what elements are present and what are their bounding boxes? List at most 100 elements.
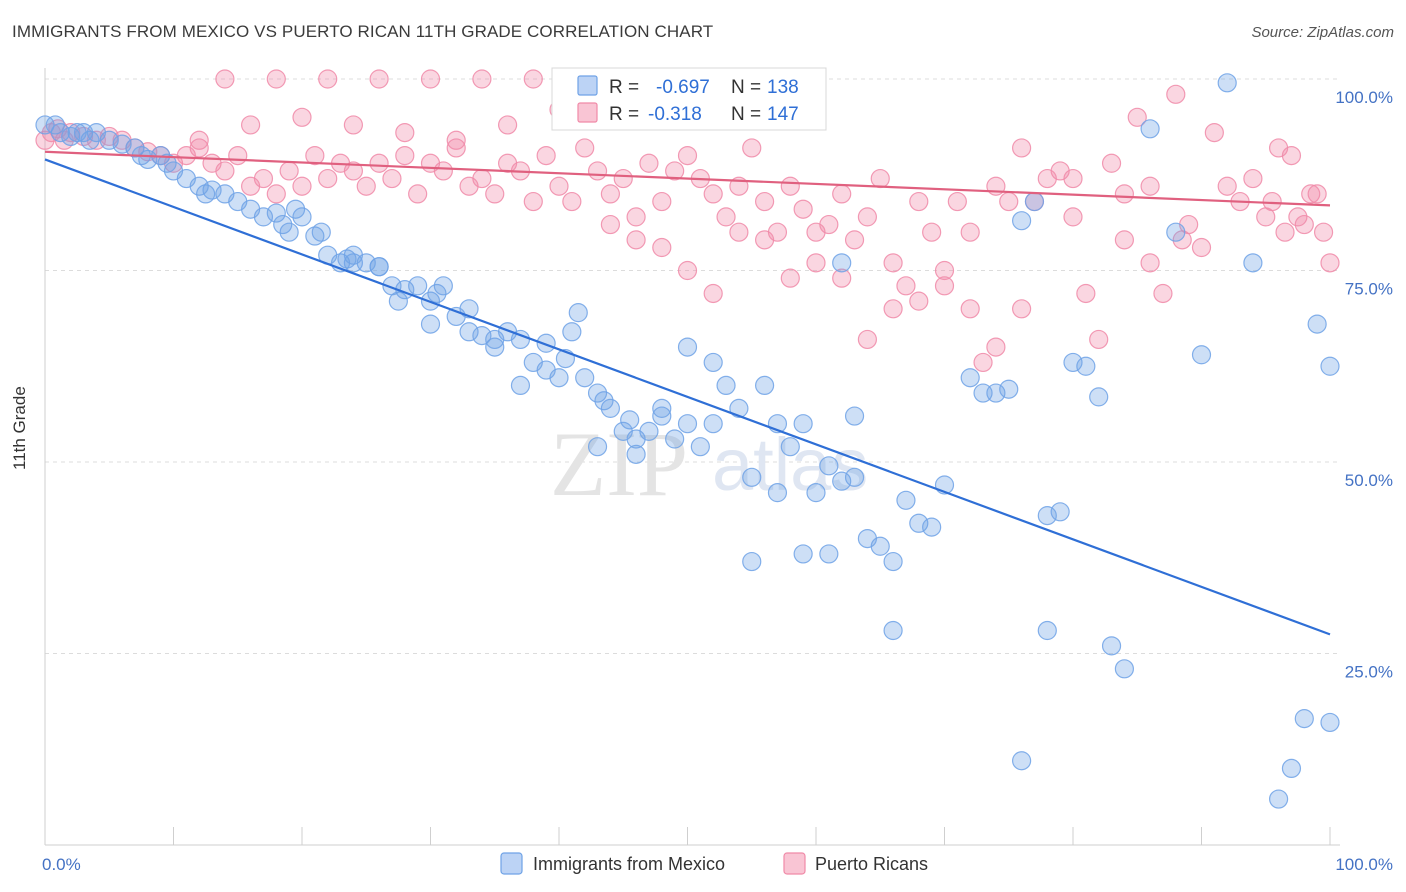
pr-point-52[interactable] xyxy=(677,146,698,166)
mexico-point-98[interactable] xyxy=(1101,636,1122,656)
pr-point-46[interactable] xyxy=(600,184,621,204)
pr-point-70[interactable] xyxy=(909,191,929,212)
mexico-point-46[interactable] xyxy=(472,326,492,346)
mexico-point-107[interactable] xyxy=(1294,709,1314,729)
mexico-point-8[interactable] xyxy=(99,130,119,150)
mexico-point-61[interactable] xyxy=(620,410,640,430)
pr-point-106[interactable] xyxy=(1313,222,1334,242)
pr-point-63[interactable] xyxy=(819,214,839,235)
mexico-point-17[interactable] xyxy=(189,176,209,196)
mexico-point-77[interactable] xyxy=(819,456,839,476)
mexico-point-69[interactable] xyxy=(716,375,736,395)
pr-point-134[interactable] xyxy=(318,69,338,89)
pr-point-115[interactable] xyxy=(934,260,955,281)
mexico-point-27[interactable] xyxy=(285,199,306,219)
mexico-point-51[interactable] xyxy=(536,333,556,353)
mexico-point-0[interactable] xyxy=(35,115,55,135)
mexico-point-111[interactable] xyxy=(652,406,672,426)
mexico-point-91[interactable] xyxy=(1011,211,1032,231)
pr-point-96[interactable] xyxy=(1243,168,1263,189)
pr-point-139[interactable] xyxy=(292,107,312,127)
mexico-point-59[interactable] xyxy=(600,398,621,418)
pr-point-83[interactable] xyxy=(1076,283,1096,304)
pr-point-128[interactable] xyxy=(600,214,621,235)
pr-point-132[interactable] xyxy=(420,69,441,89)
pr-point-20[interactable] xyxy=(266,184,286,204)
pr-point-37[interactable] xyxy=(485,184,505,204)
pr-point-28[interactable] xyxy=(369,153,389,173)
bottom-legend-swatch-mexico[interactable] xyxy=(500,852,523,875)
pr-point-125[interactable] xyxy=(677,260,698,281)
mexico-point-95[interactable] xyxy=(1063,352,1083,373)
mexico-point-6[interactable] xyxy=(80,130,100,150)
pr-point-122[interactable] xyxy=(754,230,775,250)
pr-point-55[interactable] xyxy=(716,207,736,227)
pr-point-120[interactable] xyxy=(806,253,826,273)
mexico-point-14[interactable] xyxy=(157,153,177,173)
pr-point-31[interactable] xyxy=(408,184,428,204)
bottom-legend-mexico[interactable]: Immigrants from Mexico xyxy=(533,854,725,874)
pr-point-99[interactable] xyxy=(1281,146,1302,166)
pr-point-118[interactable] xyxy=(857,329,878,350)
mexico-point-127[interactable] xyxy=(420,314,441,334)
pr-point-61[interactable] xyxy=(793,199,813,219)
mexico-point-122[interactable] xyxy=(1037,620,1057,641)
mexico-point-120[interactable] xyxy=(883,620,903,641)
mexico-point-74[interactable] xyxy=(780,437,800,457)
mexico-point-43[interactable] xyxy=(433,276,453,296)
pr-point-22[interactable] xyxy=(292,176,312,196)
pr-point-64[interactable] xyxy=(832,184,852,204)
mexico-point-94[interactable] xyxy=(1050,502,1070,522)
mexico-point-121[interactable] xyxy=(1011,751,1032,771)
mexico-point-76[interactable] xyxy=(806,483,826,503)
mexico-point-115[interactable] xyxy=(767,483,788,503)
pr-point-14[interactable] xyxy=(189,138,209,158)
pr-point-112[interactable] xyxy=(1011,299,1032,319)
pr-point-49[interactable] xyxy=(639,153,659,173)
mexico-point-2[interactable] xyxy=(50,123,71,143)
pr-point-42[interactable] xyxy=(549,176,569,196)
pr-point-103[interactable] xyxy=(1275,222,1295,242)
pr-point-33[interactable] xyxy=(433,161,453,181)
pr-point-94[interactable] xyxy=(1217,176,1237,196)
pr-point-105[interactable] xyxy=(1301,184,1321,204)
pr-point-93[interactable] xyxy=(1204,123,1224,143)
mexico-point-85[interactable] xyxy=(922,517,942,537)
mexico-point-93[interactable] xyxy=(1037,506,1057,526)
pr-point-86[interactable] xyxy=(1114,230,1135,250)
mexico-point-125[interactable] xyxy=(369,257,389,277)
mexico-point-54[interactable] xyxy=(562,322,582,342)
pr-point-136[interactable] xyxy=(215,69,235,89)
pr-point-75[interactable] xyxy=(973,352,993,373)
pr-point-137[interactable] xyxy=(189,130,209,150)
mexico-point-130[interactable] xyxy=(510,375,531,395)
pr-point-0[interactable] xyxy=(35,130,55,150)
pr-point-114[interactable] xyxy=(960,222,980,242)
pr-point-88[interactable] xyxy=(1140,176,1160,196)
pr-point-126[interactable] xyxy=(652,237,672,258)
mexico-point-10[interactable] xyxy=(125,138,145,158)
pr-point-110[interactable] xyxy=(1114,184,1135,204)
pr-point-21[interactable] xyxy=(279,161,299,181)
mexico-point-89[interactable] xyxy=(986,383,1006,403)
mexico-point-64[interactable] xyxy=(652,398,672,418)
pr-point-92[interactable] xyxy=(1191,237,1212,258)
mexico-point-28[interactable] xyxy=(292,207,312,227)
pr-point-58[interactable] xyxy=(754,191,775,212)
mexico-point-26[interactable] xyxy=(279,222,299,242)
mexico-point-90[interactable] xyxy=(999,379,1019,399)
mexico-point-19[interactable] xyxy=(202,180,222,200)
mexico-point-112[interactable] xyxy=(677,337,698,357)
pr-point-19[interactable] xyxy=(253,168,274,189)
pr-point-40[interactable] xyxy=(523,191,543,212)
pr-point-17[interactable] xyxy=(228,146,248,166)
pr-point-65[interactable] xyxy=(844,230,865,250)
pr-point-102[interactable] xyxy=(1320,253,1340,273)
mexico-point-96[interactable] xyxy=(1076,356,1096,376)
mexico-point-126[interactable] xyxy=(343,253,363,273)
pr-point-66[interactable] xyxy=(857,207,878,227)
pr-point-72[interactable] xyxy=(934,276,955,296)
pr-point-78[interactable] xyxy=(1011,138,1032,158)
pr-point-45[interactable] xyxy=(587,161,608,181)
pr-point-71[interactable] xyxy=(922,222,942,242)
